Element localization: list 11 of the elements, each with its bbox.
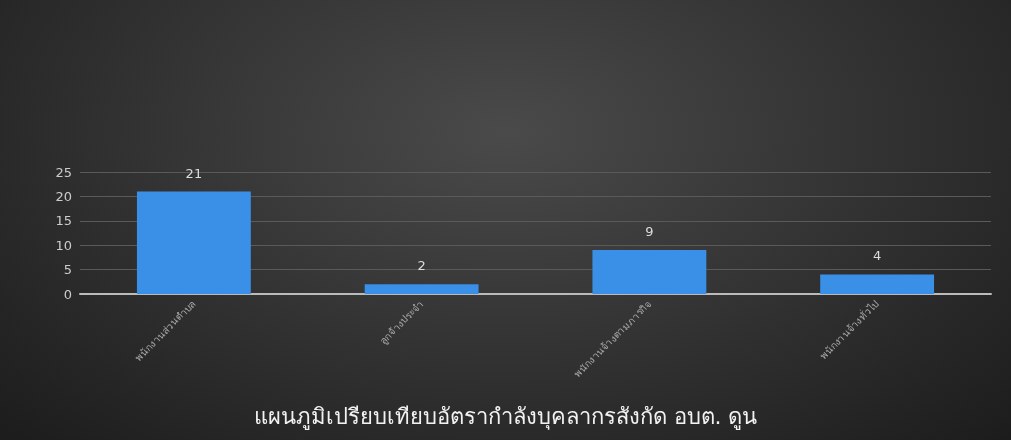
text: แผนภูมิเปรียบเทียบอัตรากำลังบุคลากรสังกัด อบต. ดูน	[253, 403, 758, 430]
data-label: 21	[185, 165, 203, 181]
y-tick-label: 5	[63, 262, 72, 278]
y-tick-label: 0	[63, 286, 72, 302]
y-tick-label: 20	[55, 188, 72, 204]
y-tick-label: 15	[55, 213, 72, 229]
y-tick-label: 25	[55, 164, 72, 180]
data-label: 2	[417, 258, 426, 274]
data-label: 9	[645, 224, 654, 240]
y-tick-label: 10	[55, 237, 72, 253]
data-label: 4	[872, 248, 882, 264]
